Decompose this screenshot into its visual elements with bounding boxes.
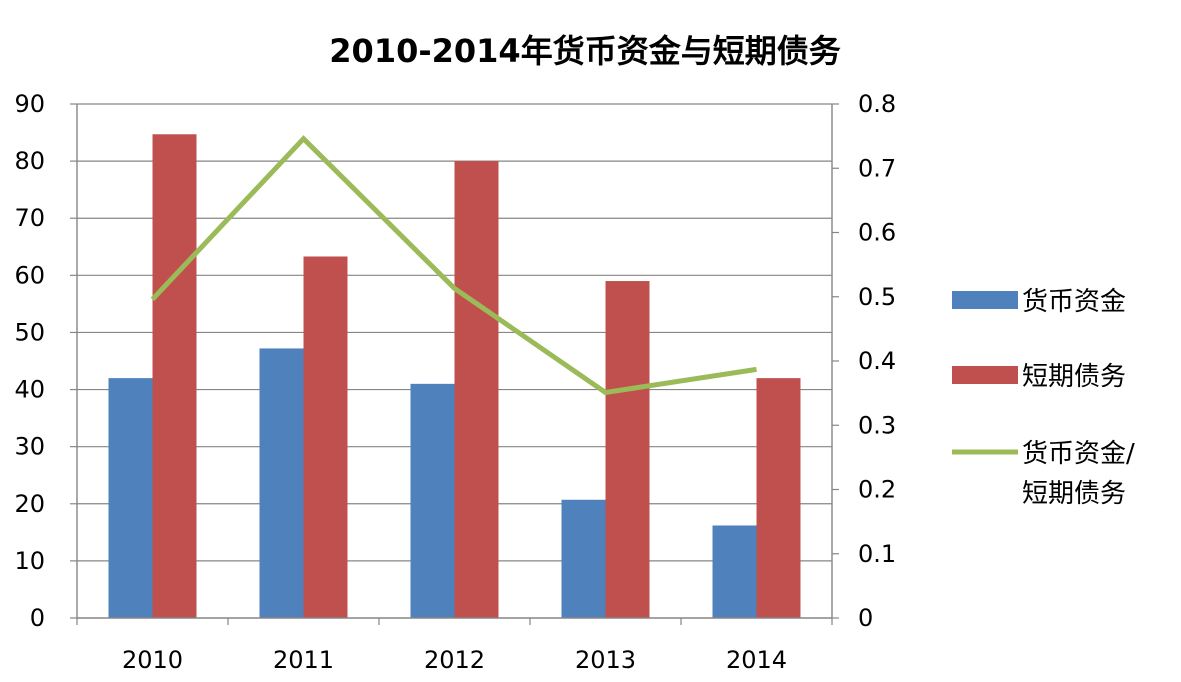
- y-left-tick-label: 90: [14, 90, 45, 118]
- legend-label: 短期债务: [1022, 362, 1126, 392]
- bar: [410, 383, 455, 618]
- y-left-tick-label: 40: [14, 376, 45, 404]
- bar: [303, 256, 348, 618]
- legend-label: 货币资金: [1022, 287, 1126, 317]
- y-left-tick-label: 0: [30, 604, 45, 632]
- legend-swatch: [952, 291, 1018, 309]
- bars: [108, 134, 801, 618]
- y-right-tick-label: 0.3: [858, 411, 896, 439]
- y-left-tick-label: 30: [14, 433, 45, 461]
- y-right-tick-label: 0.8: [858, 90, 896, 118]
- x-tick-label: 2013: [575, 646, 636, 674]
- y-right-tick-label: 0.4: [858, 347, 896, 375]
- y-left-tick-label: 60: [14, 261, 45, 289]
- chart-title: 2010-2014年货币资金与短期债务: [329, 32, 840, 70]
- bar: [152, 134, 197, 618]
- bar: [756, 378, 801, 618]
- x-tick-label: 2010: [122, 646, 183, 674]
- legend-label: 短期债务: [1022, 479, 1126, 509]
- legend-swatch: [952, 366, 1018, 384]
- y-right-tick-label: 0.2: [858, 476, 896, 504]
- y-left-tick-label: 10: [14, 547, 45, 575]
- ratio-line: [150, 135, 757, 396]
- bar: [561, 499, 606, 618]
- y-right-tick-label: 0.6: [858, 219, 896, 247]
- y-right-tick-label: 0.1: [858, 540, 896, 568]
- y-left-tick-label: 50: [14, 318, 45, 346]
- y-right-tick-label: 0.7: [858, 154, 896, 182]
- x-tick-label: 2012: [424, 646, 485, 674]
- bar: [108, 378, 153, 618]
- series-line: [150, 135, 757, 396]
- y-left-tick-label: 20: [14, 490, 45, 518]
- axes: 0 10 20 30 40 50 60 70 80 90 0 0.1 0.2 0.3 0.4 0.5 0.6 0.…: [14, 90, 896, 674]
- y-right-tick-label: 0: [858, 604, 873, 632]
- legend-label: 货币资金/: [1022, 439, 1135, 469]
- bar: [605, 281, 650, 618]
- y-left-tick-label: 80: [14, 147, 45, 175]
- y-left-tick-label: 70: [14, 204, 45, 232]
- bar: [712, 525, 757, 618]
- x-tick-label: 2011: [273, 646, 334, 674]
- y-right-tick-label: 0.5: [858, 283, 896, 311]
- bar: [259, 348, 304, 618]
- x-tick-label: 2014: [726, 646, 787, 674]
- bar: [454, 161, 499, 618]
